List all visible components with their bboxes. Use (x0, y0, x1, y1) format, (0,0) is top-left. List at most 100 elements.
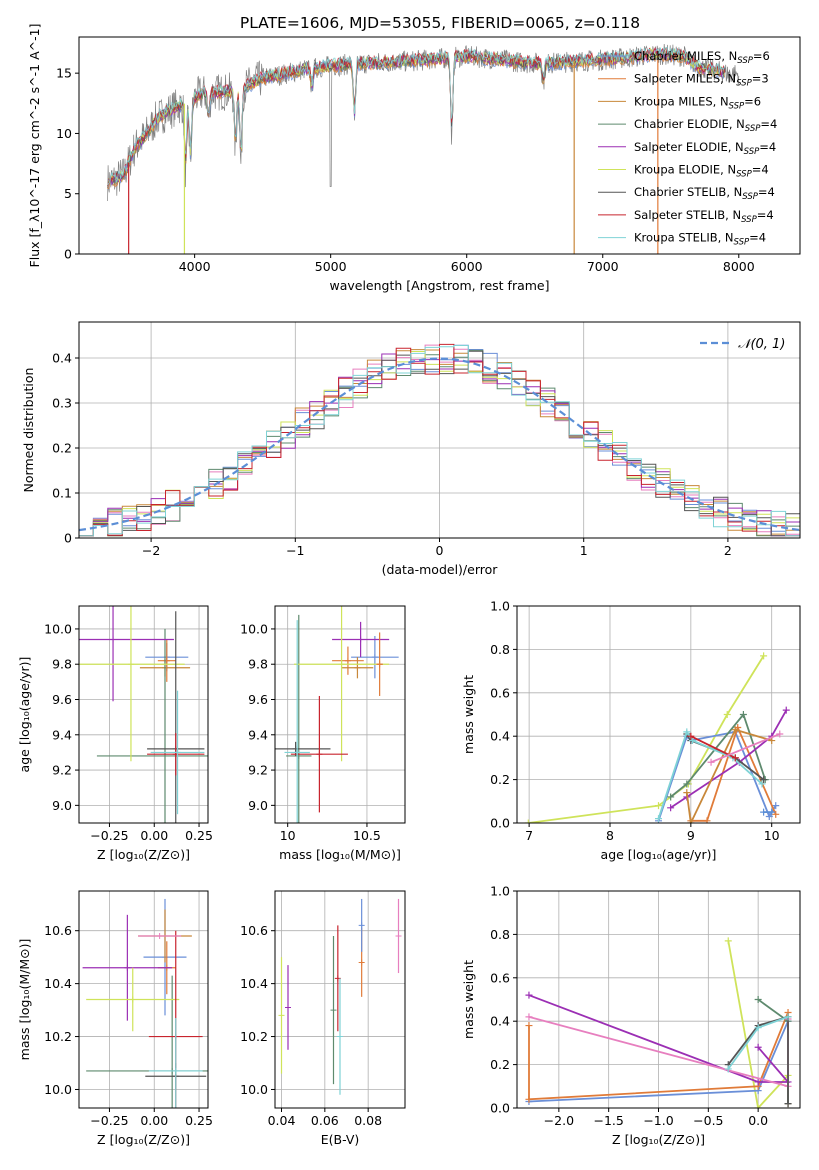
y-tick-label: 0.2 (490, 772, 510, 787)
x-tick-label: 0.00 (140, 1113, 168, 1128)
model-spectrum-salpeter-stelib (107, 46, 725, 186)
y-tick-label: 1.0 (490, 884, 510, 899)
model-spectrum-kroupa-miles (107, 49, 725, 189)
weight-series-line (657, 730, 777, 822)
weight-point-marker (782, 706, 790, 714)
weight-point-marker (731, 754, 739, 762)
weight-point-marker (768, 808, 776, 816)
x-tick-label: 0.08 (354, 1113, 382, 1128)
weight-point-marker (703, 817, 711, 823)
plot-area (278, 898, 402, 1095)
data-point-marker (358, 959, 365, 966)
y-tick-label: 0.4 (490, 729, 510, 744)
x-tick-label: 2 (724, 543, 732, 558)
weight-point-marker (772, 802, 780, 810)
x-tick-label: −0.5 (693, 1113, 723, 1128)
x-tick-label: 8 (606, 828, 614, 843)
data-point-marker (129, 996, 136, 1003)
weight-point-marker (688, 737, 696, 745)
data-point-marker (371, 654, 378, 661)
weight-point-marker (724, 937, 732, 945)
weight-point-marker (524, 819, 532, 823)
weight-point-marker (765, 812, 773, 820)
y-axis-label: Flux [f_λ10^-17 erg cm^-2 s^-1 A^-1] (27, 24, 42, 268)
x-tick-label: −0.25 (90, 828, 128, 843)
y-tick-label: 0.4 (52, 351, 72, 366)
x-tick-label: 6000 (451, 259, 483, 274)
normal-curve (79, 357, 800, 532)
data-point-marker (278, 1012, 285, 1019)
model-spectrum-chabrier-miles (107, 49, 725, 190)
x-tick-label: 0.0 (748, 1113, 768, 1128)
weight-point-marker (667, 804, 675, 812)
y-tick-label: 1.0 (490, 599, 510, 614)
weight-point-marker (655, 815, 662, 823)
weight-point-marker (784, 1013, 792, 1021)
y-tick-label: 10.4 (44, 976, 72, 991)
y-tick-label: 9.0 (248, 798, 268, 813)
x-tick-label: −1.5 (593, 1113, 623, 1128)
model-spectrum-salpeter-miles (107, 50, 725, 190)
x-tick-label: 10.5 (353, 828, 381, 843)
data-point-marker (330, 1007, 337, 1014)
x-tick-label: 0.25 (185, 828, 213, 843)
x-tick-label: 7000 (587, 259, 619, 274)
x-tick-label: −1.0 (643, 1113, 673, 1128)
legend-label: Salpeter ELODIE, NSSP=4 (634, 140, 776, 157)
model-spectrum-chabrier-elodie (107, 50, 725, 188)
y-tick-label: 9.2 (248, 763, 268, 778)
legend-label: Kroupa ELODIE, NSSP=4 (634, 163, 769, 180)
y-tick-label: 10.0 (240, 1082, 268, 1097)
axes-frame (78, 36, 801, 255)
data-point-marker (294, 749, 301, 756)
weight-point-marker (683, 780, 691, 788)
weight-series-line (685, 728, 772, 823)
y-tick-label: 9.6 (52, 692, 72, 707)
weight-point-marker (731, 726, 739, 734)
data-point-marker (338, 661, 345, 668)
weight-point-marker (655, 802, 662, 810)
y-tick-label: 10.4 (240, 976, 268, 991)
data-point-marker (285, 1004, 291, 1011)
weight-series-line (528, 655, 765, 823)
weight-point-marker (683, 728, 691, 736)
x-tick-label: 8000 (723, 259, 755, 274)
x-axis-label: Z [log₁₀(Z/Z⊙)] (97, 847, 190, 862)
x-axis-label: mass [log₁₀(M/M⊙)] (279, 847, 401, 862)
weight-point-marker (772, 810, 780, 818)
data-point-marker (110, 636, 117, 643)
y-axis-label: Normed distribution (21, 368, 36, 493)
legend-label: Salpeter MILES, NSSP=3 (634, 72, 769, 89)
legend-label: 𝒩(0, 1) (738, 337, 785, 352)
x-axis-label: Z [log₁₀(Z/Z⊙)] (97, 1132, 190, 1147)
x-tick-label: 1 (580, 543, 588, 558)
weight-series-line (727, 1015, 789, 1104)
weight-series-line (710, 733, 781, 764)
x-tick-label: 7 (525, 828, 533, 843)
x-tick-label: 0.06 (311, 1113, 339, 1128)
weight-point-marker (739, 711, 747, 718)
plot-area (107, 43, 740, 254)
y-tick-label: 0.4 (490, 1014, 510, 1029)
weight-point-marker (525, 1022, 533, 1030)
weight-point-marker (724, 1065, 732, 1073)
weight-point-marker (754, 1078, 762, 1086)
model-spectrum-salpeter-elodie (107, 48, 725, 188)
y-axis-label: mass weight (461, 960, 476, 1039)
data-point-marker (172, 1067, 179, 1074)
weight-point-marker (687, 732, 695, 740)
y-tick-label: 0 (64, 531, 72, 546)
figure-title: PLATE=1606, MJD=53055, FIBERID=0065, z=0… (240, 14, 640, 32)
data-point-marker (316, 751, 323, 758)
y-tick-label: 10.2 (44, 1029, 72, 1044)
axes-frame (78, 605, 209, 824)
plot-area (525, 937, 792, 1108)
y-tick-label: 9.0 (52, 798, 72, 813)
weight-point-marker (707, 758, 715, 766)
x-tick-label: 4000 (179, 259, 211, 274)
x-tick-label: 0.04 (268, 1113, 296, 1128)
legend-label: Kroupa STELIB, NSSP=4 (634, 231, 766, 248)
axes-frame (78, 890, 209, 1109)
weight-point-marker (683, 789, 691, 797)
